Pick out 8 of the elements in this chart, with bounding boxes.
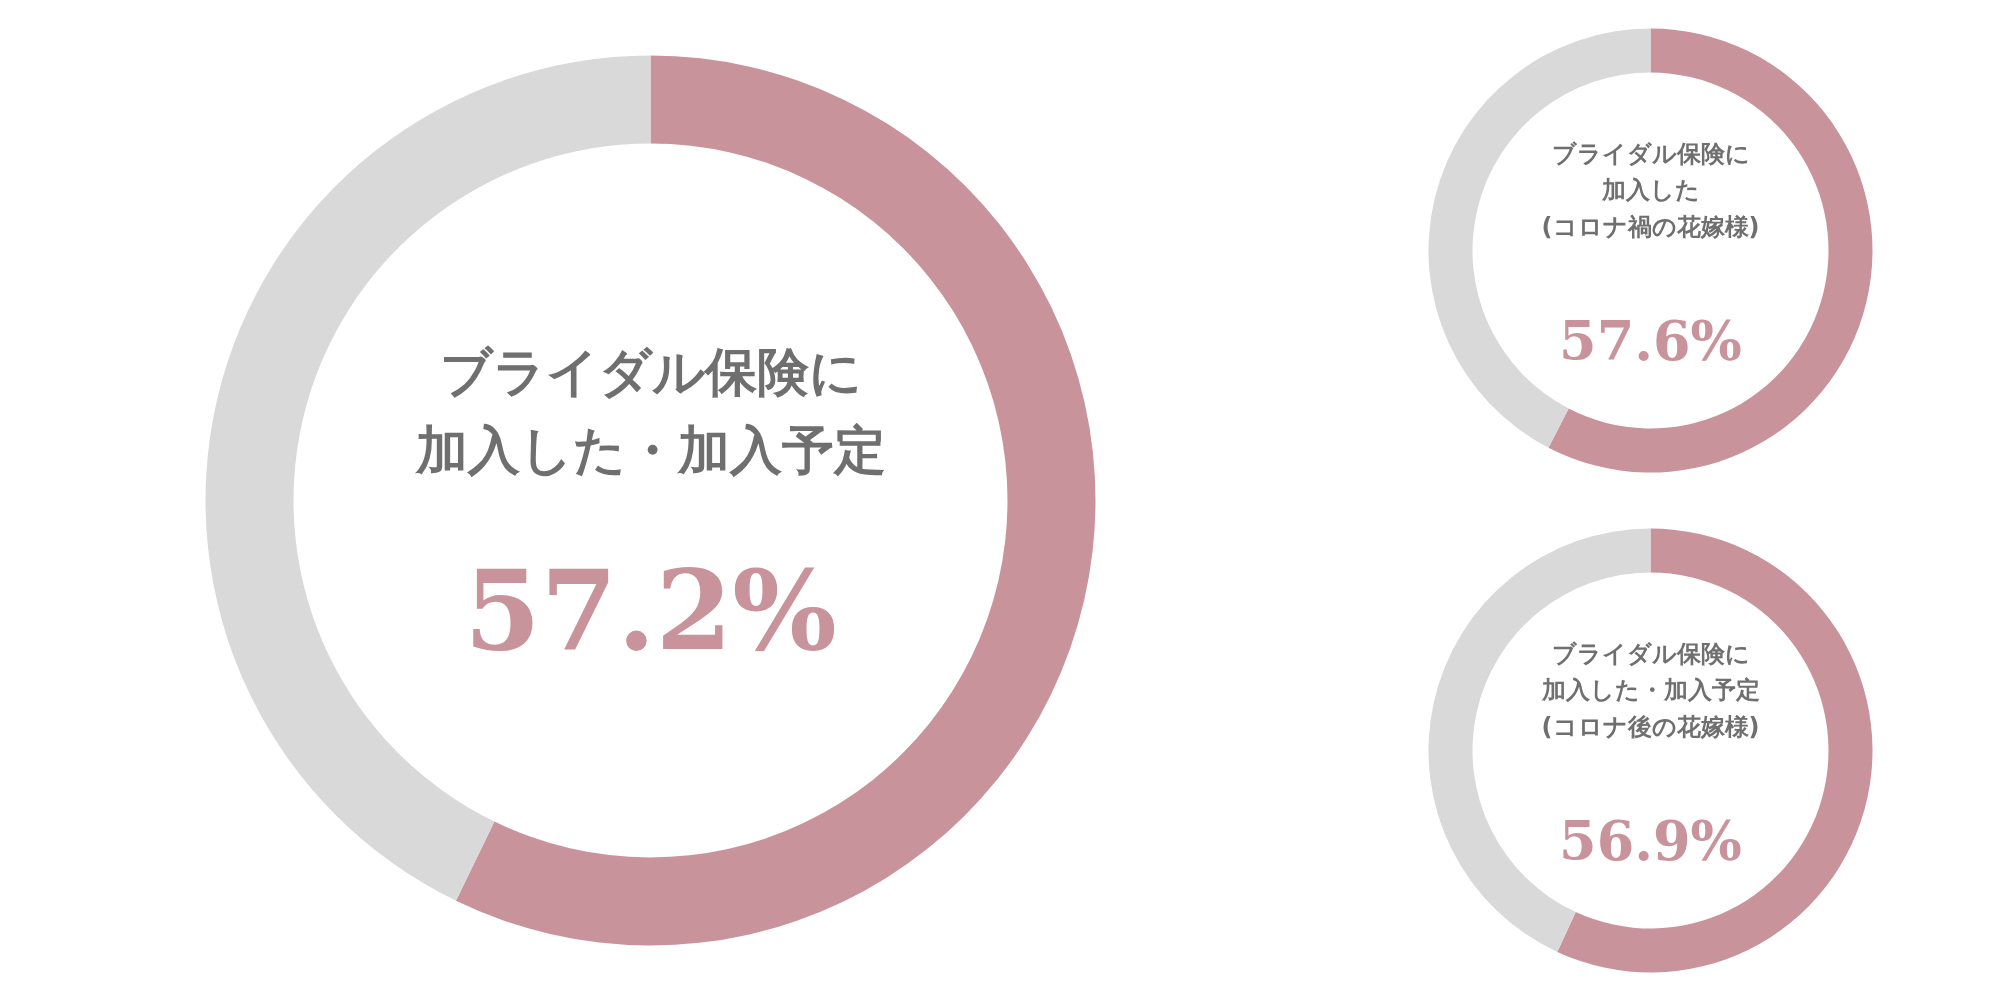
data-label: 56.9%: [1559, 808, 1742, 873]
text: ブライダル保険に加入した: [1551, 140, 1750, 205]
text: ブライダル保険に加入した・加入予定: [1540, 640, 1760, 705]
data-label: 57.2%: [464, 546, 837, 675]
text: ブライダル保険に加入した・加入予定: [413, 341, 886, 480]
text: (コロナ後の花嫁様): [1541, 712, 1760, 741]
data-label: 57.6%: [1559, 308, 1742, 373]
text: (コロナ禍の花嫁様): [1541, 212, 1760, 241]
